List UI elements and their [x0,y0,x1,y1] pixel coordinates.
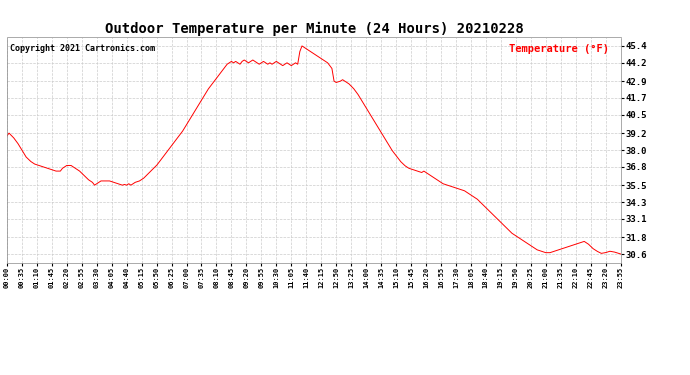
Text: Copyright 2021 Cartronics.com: Copyright 2021 Cartronics.com [10,44,155,53]
Title: Outdoor Temperature per Minute (24 Hours) 20210228: Outdoor Temperature per Minute (24 Hours… [105,22,523,36]
Text: Temperature (°F): Temperature (°F) [509,44,609,54]
